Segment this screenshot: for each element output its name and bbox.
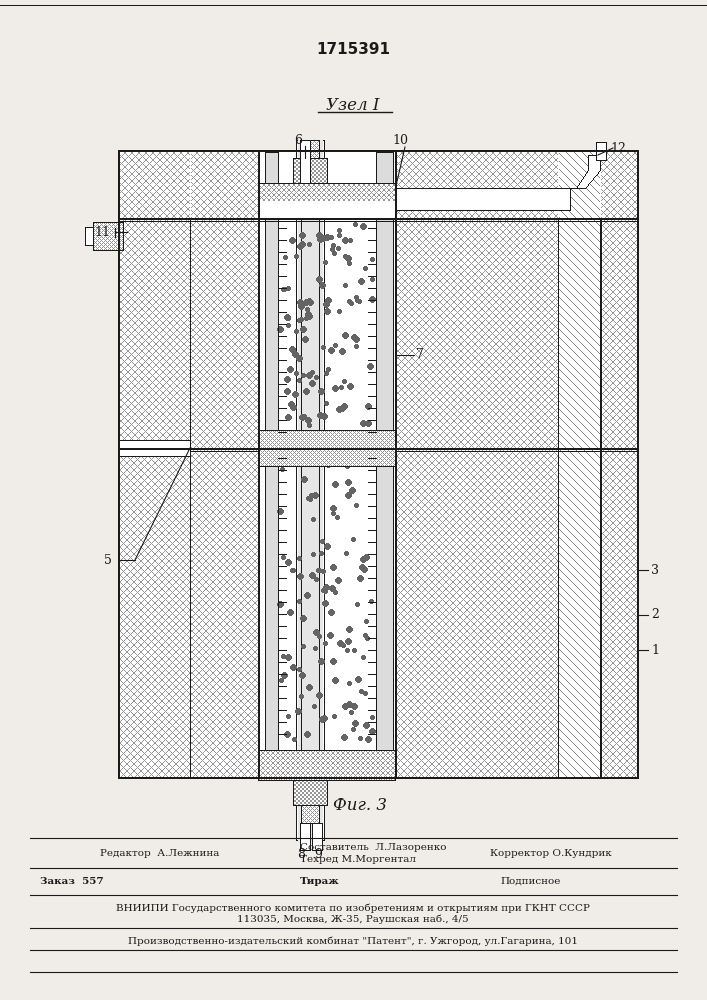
Text: 1715391: 1715391	[316, 42, 390, 57]
Text: 7: 7	[416, 349, 424, 361]
Text: Фиг. 3: Фиг. 3	[333, 796, 387, 814]
Text: Корректор О.Кундрик: Корректор О.Кундрик	[490, 848, 612, 857]
Text: ВНИИПИ Государственного комитета по изобретениям и открытиям при ГКНТ СССР: ВНИИПИ Государственного комитета по изоб…	[116, 903, 590, 913]
Text: 9: 9	[314, 848, 322, 861]
Text: 11: 11	[94, 226, 110, 238]
Text: Техред М.Моргентал: Техред М.Моргентал	[300, 856, 416, 864]
Text: 12: 12	[610, 141, 626, 154]
Text: Составитель  Л.Лазоренко: Составитель Л.Лазоренко	[300, 844, 447, 852]
Text: Узел I: Узел I	[326, 97, 380, 113]
Text: 2: 2	[651, 608, 659, 621]
Text: 3: 3	[651, 564, 659, 576]
Text: Редактор  А.Лежнина: Редактор А.Лежнина	[100, 848, 219, 857]
Text: Заказ  557: Заказ 557	[40, 876, 104, 886]
Text: 5: 5	[104, 554, 112, 566]
Text: Производственно-издательский комбинат "Патент", г. Ужгород, ул.Гагарина, 101: Производственно-издательский комбинат "П…	[128, 936, 578, 946]
Text: Подписное: Подписное	[500, 876, 561, 886]
Text: 10: 10	[392, 133, 408, 146]
Text: Тираж: Тираж	[300, 876, 340, 886]
Text: 6: 6	[294, 133, 302, 146]
Text: 113035, Москва, Ж-35, Раушская наб., 4/5: 113035, Москва, Ж-35, Раушская наб., 4/5	[237, 914, 469, 924]
Text: 8: 8	[297, 848, 305, 861]
Text: 1: 1	[651, 644, 659, 656]
